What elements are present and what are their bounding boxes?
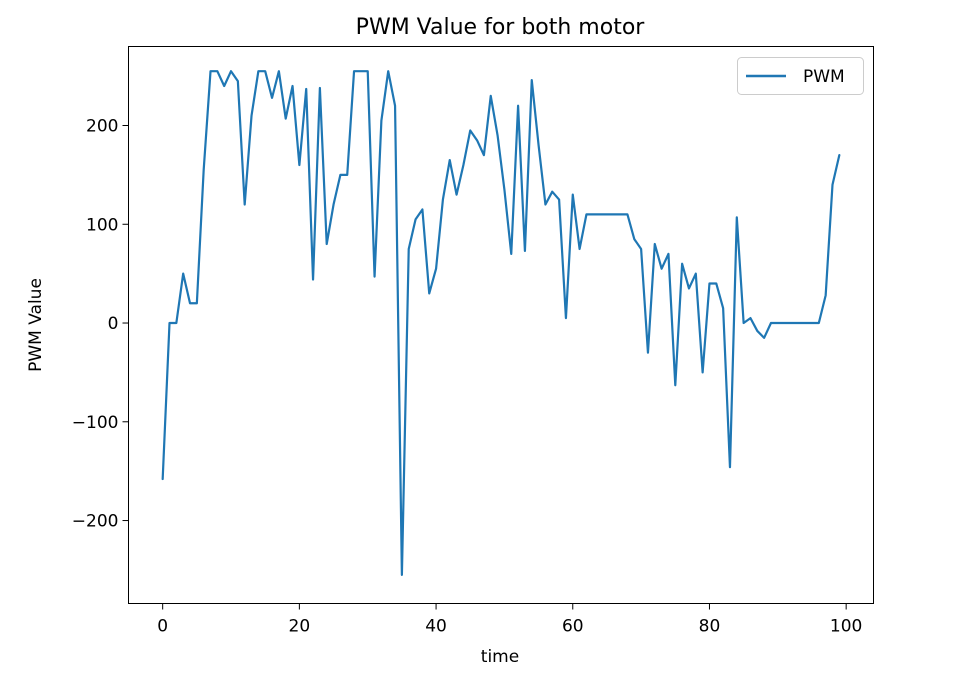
y-axis: −200 −100 0 100 200 [72, 117, 129, 532]
legend-frame [737, 57, 864, 95]
legend: PWM [737, 57, 864, 95]
axes-frame [128, 46, 874, 604]
x-tick-label: 40 [425, 617, 447, 637]
y-axis-label: PWM Value [26, 278, 46, 372]
series-line-pwm [161, 70, 841, 576]
x-tick-label: 100 [830, 617, 862, 637]
x-tick-label: 80 [699, 617, 721, 637]
plot-area [161, 70, 841, 576]
chart-title: PWM Value for both motor [356, 15, 646, 40]
y-tick-label: 100 [86, 215, 118, 235]
x-tick-label: 0 [157, 617, 168, 637]
x-axis: 0 20 40 60 80 100 [157, 603, 862, 637]
y-tick-label: 200 [86, 117, 118, 137]
legend-series-label: PWM [803, 67, 845, 87]
x-axis-label: time [481, 647, 519, 667]
y-tick-label: −100 [72, 413, 119, 433]
y-tick-label: 0 [108, 314, 119, 334]
x-tick-label: 20 [289, 617, 311, 637]
x-tick-label: 60 [562, 617, 584, 637]
y-tick-label: −200 [72, 512, 119, 532]
